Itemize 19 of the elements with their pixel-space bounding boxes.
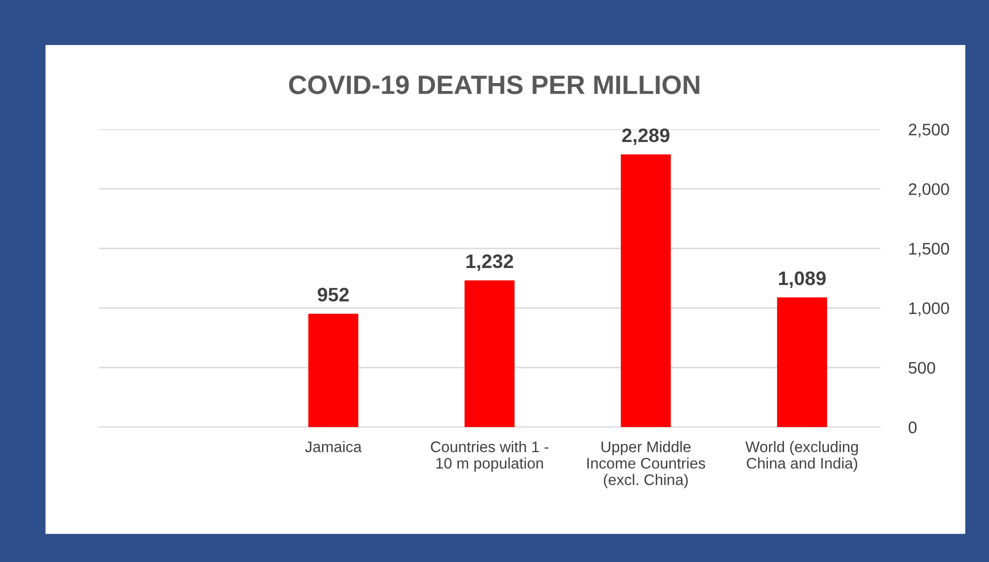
bar <box>777 297 828 428</box>
x-tick-label: World (excluding China and India) <box>745 441 858 472</box>
y-tick-label: 1,000 <box>909 302 950 316</box>
x-tick-label: Countries with 1 - 10 m population <box>430 441 548 472</box>
x-tick-label: Jamaica <box>305 441 362 452</box>
y-tick-label: 500 <box>908 362 936 374</box>
bar <box>308 314 358 428</box>
bar <box>620 154 671 428</box>
y-tick-label: 0 <box>908 422 917 434</box>
data-label: 2,289 <box>622 128 670 146</box>
y-tick-label: 1,500 <box>909 242 950 257</box>
y-tick-label: 2,500 <box>908 124 950 138</box>
x-tick-label: Upper Middle Income Countries (excl. China) <box>587 441 706 488</box>
chart-title: COVID-19 DEATHS PER MILLION <box>289 76 700 94</box>
data-label: 1,232 <box>466 254 514 271</box>
data-label: 952 <box>318 288 349 302</box>
y-tick-label: 2,000 <box>908 183 950 198</box>
bar <box>464 280 515 428</box>
data-label: 1,089 <box>778 271 826 288</box>
